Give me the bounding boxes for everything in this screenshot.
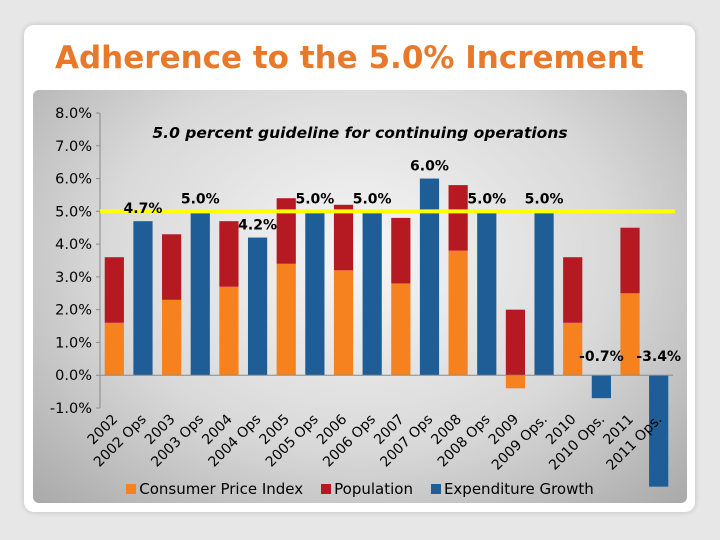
- legend-swatch-expenditure: [430, 484, 441, 494]
- legend-label-cpi: Consumer Price Index: [139, 480, 304, 498]
- bar-expenditure: [534, 211, 554, 376]
- legend-item-cpi: Consumer Price Index: [126, 480, 303, 498]
- slide-title: Adherence to the 5.0% Increment: [55, 40, 644, 76]
- bar-population: [162, 234, 182, 300]
- bar-cpi: [276, 263, 296, 376]
- bar-cpi: [505, 375, 526, 389]
- legend-item-expenditure: Expenditure Growth: [430, 480, 594, 498]
- data-label: -0.7%: [579, 349, 624, 365]
- data-label: 5.0%: [525, 191, 564, 207]
- y-tick-label: 4.0%: [55, 237, 92, 253]
- y-tick-label: 6.0%: [55, 172, 92, 188]
- y-tick-label: 7.0%: [55, 139, 92, 155]
- bar-population: [391, 217, 411, 284]
- bar-cpi: [219, 286, 239, 376]
- data-label: 5.0%: [181, 191, 220, 207]
- data-label: 5.0%: [295, 191, 334, 207]
- y-tick-label: 2.0%: [55, 303, 92, 319]
- data-label: 6.0%: [410, 159, 449, 175]
- bar-cpi: [563, 322, 583, 376]
- bar-expenditure: [247, 237, 268, 376]
- y-tick-label: 1.0%: [55, 335, 92, 351]
- bar-population: [563, 257, 583, 323]
- legend-item-population: Population: [321, 480, 413, 498]
- chart-panel: -1.0% 0.0% 1.0% 2.0% 3.0% 4.0% 5.0% 6.0% 7.0% 8.0…: [33, 90, 687, 503]
- bar-population: [620, 227, 640, 294]
- bar-cpi: [620, 293, 640, 376]
- bar-cpi: [448, 250, 468, 376]
- bar-population: [219, 221, 239, 287]
- bar-population: [104, 257, 124, 323]
- legend-swatch-population: [321, 484, 332, 494]
- chart-subtitle: 5.0 percent guideline for continuing ope…: [152, 124, 568, 142]
- legend-label-expenditure: Expenditure Growth: [443, 480, 594, 498]
- data-label: 4.7%: [124, 201, 163, 217]
- data-label: -3.4%: [636, 349, 681, 365]
- bar-expenditure: [190, 211, 210, 376]
- data-label: 4.2%: [238, 218, 277, 234]
- legend-label-population: Population: [334, 480, 413, 498]
- bar-expenditure: [477, 211, 497, 376]
- bar-population: [448, 185, 468, 251]
- bar-expenditure: [591, 375, 611, 399]
- y-tick-label: 5.0%: [55, 204, 92, 220]
- bar-expenditure: [649, 375, 669, 487]
- bar-cpi: [391, 283, 411, 376]
- y-tick-label: 8.0%: [55, 106, 92, 122]
- data-label: 5.0%: [467, 191, 506, 207]
- bar-cpi: [333, 270, 354, 376]
- bar-population: [505, 309, 526, 376]
- bar-population: [333, 204, 354, 271]
- bar-expenditure: [362, 211, 382, 376]
- bar-expenditure: [133, 221, 153, 376]
- y-tick-label: -1.0%: [50, 401, 92, 417]
- data-label: 5.0%: [353, 191, 392, 207]
- bar-expenditure: [305, 211, 325, 376]
- bar-population: [276, 198, 296, 264]
- bar-cpi: [104, 322, 124, 376]
- legend-swatch-cpi: [126, 484, 137, 494]
- legend: Consumer Price Index Population Expendit…: [33, 480, 687, 498]
- bar-cpi: [162, 299, 182, 376]
- y-tick-label: 0.0%: [55, 368, 92, 384]
- chart: -1.0% 0.0% 1.0% 2.0% 3.0% 4.0% 5.0% 6.0% 7.0% 8.0…: [50, 106, 681, 487]
- y-tick-label: 3.0%: [55, 270, 92, 286]
- bar-expenditure: [419, 178, 440, 376]
